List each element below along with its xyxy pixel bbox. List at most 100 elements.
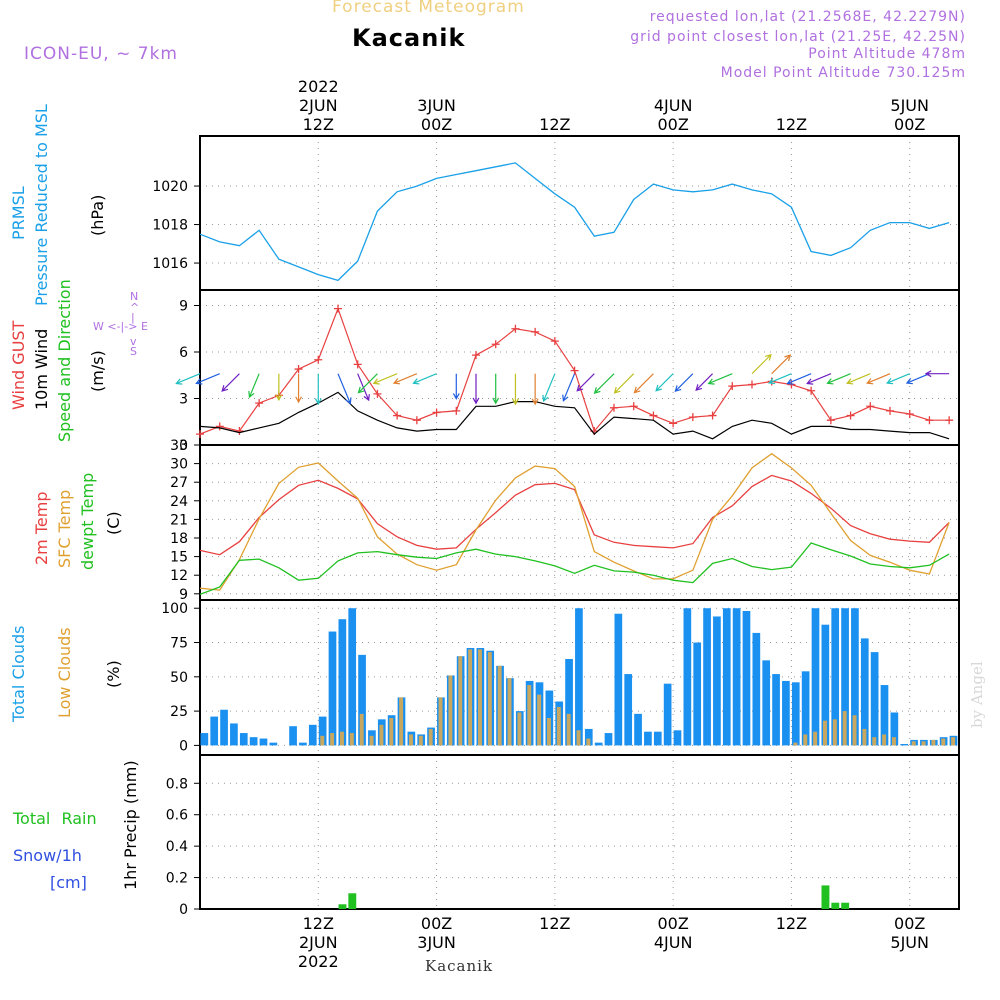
y-tick-label: 12 (170, 568, 188, 584)
top-time-tick-line: 5JUN (890, 96, 929, 115)
wind-arrow (372, 373, 398, 385)
y-tick-label: 0.6 (166, 808, 188, 824)
total-cloud-bar (683, 608, 692, 746)
total-cloud-bar (713, 616, 721, 746)
gust-marker (826, 416, 835, 425)
wind-arrow (846, 373, 871, 385)
total-cloud-bar (604, 733, 613, 746)
gust-marker (610, 403, 618, 412)
low-cloud-bar (468, 649, 473, 746)
gust-marker (550, 337, 559, 346)
total-cloud-bar (772, 674, 780, 746)
y-tick-label: 1020 (152, 179, 188, 195)
wind-arrow (771, 354, 792, 375)
bottom-time-tick: 12Z 2JUN 2022 (278, 914, 358, 971)
low-cloud-bar (813, 731, 818, 746)
gust-marker (728, 382, 737, 391)
total-cloud-bar (308, 724, 317, 746)
top-time-tick-line: 00Z (894, 115, 926, 134)
gust-marker (373, 389, 382, 398)
gust-marker (294, 365, 303, 374)
wind-arrow (392, 373, 418, 385)
wind-arrow (452, 373, 460, 400)
gust-marker (629, 402, 638, 411)
y-tick-label: 18 (170, 531, 188, 547)
low-cloud-bar (892, 737, 896, 746)
low-cloud-bar (340, 731, 344, 746)
total-cloud-bar (565, 658, 573, 746)
low-cloud-bar (842, 711, 847, 746)
rain-bar (841, 902, 850, 909)
y-tick-label: 6 (179, 345, 188, 361)
top-time-tick: 4JUN 00Z (633, 77, 713, 134)
wind-arrow (826, 373, 851, 385)
compass-ew: W <-|-> E (93, 320, 148, 333)
low-cloud-bar (389, 717, 394, 746)
bottom-time-tick-line: 5JUN (890, 933, 929, 952)
total-cloud-bar (870, 652, 879, 746)
total-cloud-bar (614, 613, 623, 746)
total-cloud-bar (584, 728, 593, 746)
low-cloud-bar (438, 697, 443, 746)
total-cloud-bar (742, 610, 751, 746)
low-cloud-bar (418, 735, 423, 746)
panel-frame (199, 444, 960, 601)
wind-arrow (412, 373, 437, 385)
gust-marker (886, 406, 894, 415)
bottom-time-tick: 12Z (515, 914, 595, 971)
sfc-temp-line (199, 452, 950, 591)
total-cloud-bar (575, 608, 583, 746)
low-cloud-bar (537, 694, 542, 746)
total-cloud-bar (328, 631, 337, 746)
wind-arrow (275, 373, 283, 402)
total-cloud-bar (752, 632, 761, 746)
y-tick-label: 1018 (152, 218, 188, 234)
y-tick-label: 33 (170, 438, 188, 454)
total-cloud-bar (624, 674, 633, 746)
gust-marker (511, 324, 520, 333)
top-time-tick: 5JUN 00Z (870, 77, 950, 134)
top-time-tick-line: 12Z (775, 115, 808, 134)
y-tick-label: 25 (170, 704, 188, 720)
wind-arrow (576, 373, 595, 392)
gust-marker (531, 327, 540, 336)
total-cloud-bar (821, 624, 830, 746)
bottom-time-tick-line: 4JUN (653, 933, 693, 952)
total-cloud-bar (663, 683, 672, 746)
snow-unit-legend: [cm] (50, 873, 87, 892)
total-cloud-bar (259, 738, 268, 746)
wind-arrow (633, 373, 654, 394)
gridpoint-coords: grid point closest lon,lat (21.25E, 42.2… (630, 29, 966, 45)
top-time-tick-line: 4JUN (653, 96, 693, 115)
wind-arrow (593, 373, 615, 394)
wind-arrow (175, 373, 201, 385)
total-cloud-bar (200, 733, 209, 746)
total-cloud-bar (220, 709, 228, 746)
low-cloud-bar (576, 730, 581, 746)
wind-arrow (531, 373, 539, 406)
total-cloud-bar (338, 619, 347, 746)
top-time-tick-line: 00Z (657, 115, 689, 134)
rain-bar (338, 904, 347, 909)
low-cloud-bar (852, 715, 857, 746)
total-cloud-bar (762, 660, 771, 746)
bottom-time-tick-line: 2022 (297, 952, 339, 971)
bottom-time-tick: 12Z (751, 914, 831, 971)
bottom-time-tick-line: 12Z (539, 914, 571, 933)
wind-arrow (707, 373, 733, 385)
rain-bar (348, 893, 357, 909)
gust-marker (905, 410, 914, 418)
wind-arrow (221, 373, 240, 392)
low-cloud-bar (921, 741, 926, 746)
wind-arrow (472, 373, 480, 405)
y-tick-label: 21 (170, 512, 188, 528)
low-cloud-bar (399, 697, 404, 746)
top-time-tick: 3JUN 00Z (397, 77, 477, 134)
wind-arrow (613, 373, 635, 394)
wind-arrow (886, 373, 910, 385)
wind-arrow (195, 373, 220, 385)
top-time-tick: 12Z (515, 77, 595, 134)
total-cloud-bar (703, 608, 711, 746)
gust-marker (748, 380, 756, 389)
